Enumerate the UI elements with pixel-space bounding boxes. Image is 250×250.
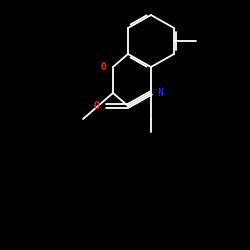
Text: N: N	[157, 88, 163, 98]
Text: O: O	[94, 101, 100, 111]
Text: O: O	[101, 62, 107, 72]
